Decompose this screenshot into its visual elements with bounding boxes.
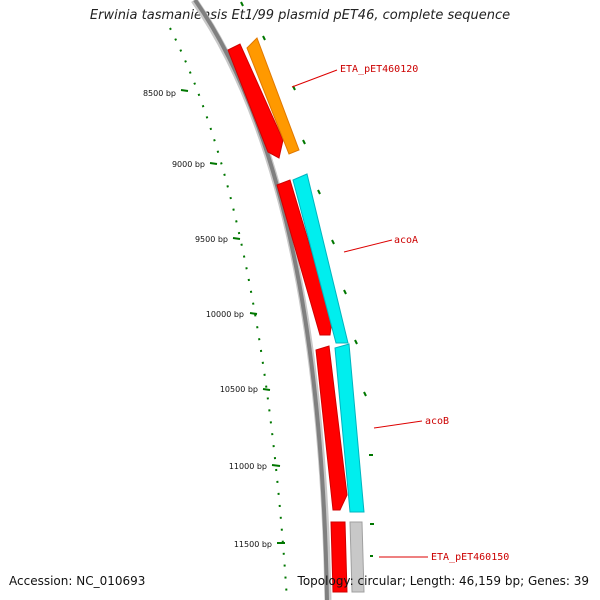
map-title: Erwinia tasmaniensis Et1/99 plasmid pET4… [89, 8, 511, 23]
backbone [193, 0, 329, 600]
gene-label-eta-pet460150: ETA_pET460150 [431, 552, 509, 563]
gene-reverse-3 [315, 345, 348, 511]
gene-label-acoA: acoA [394, 235, 418, 246]
gene-reverse-4 [330, 521, 348, 593]
gene-acoB [334, 343, 365, 513]
gene-reverse-1 [227, 43, 284, 159]
tick-label: 11000 bp [229, 462, 267, 471]
major-ticks [180, 89, 285, 544]
tick-label: 10500 bp [220, 385, 258, 394]
tick-label: 8500 bp [143, 89, 176, 98]
gene-reverse-2 [276, 179, 333, 336]
tick-label: 9500 bp [195, 235, 228, 244]
accession-text: Accession: NC_010693 [9, 574, 146, 588]
tick-label: 11500 bp [234, 540, 272, 549]
tick-label: 9000 bp [172, 160, 205, 169]
gene-label-eta-pet460120: ETA_pET460120 [340, 64, 418, 75]
gene-label-acoB: acoB [425, 416, 449, 427]
gene-eta-pet460150 [349, 521, 365, 593]
gene-acoA [292, 173, 349, 344]
tick-label: 10000 bp [206, 310, 244, 319]
gene-label-lines [291, 69, 428, 558]
inner-scale-dots [169, 27, 288, 600]
gene-eta-pet460120 [246, 37, 300, 155]
topology-text: Topology: circular; Length: 46,159 bp; G… [297, 574, 589, 588]
